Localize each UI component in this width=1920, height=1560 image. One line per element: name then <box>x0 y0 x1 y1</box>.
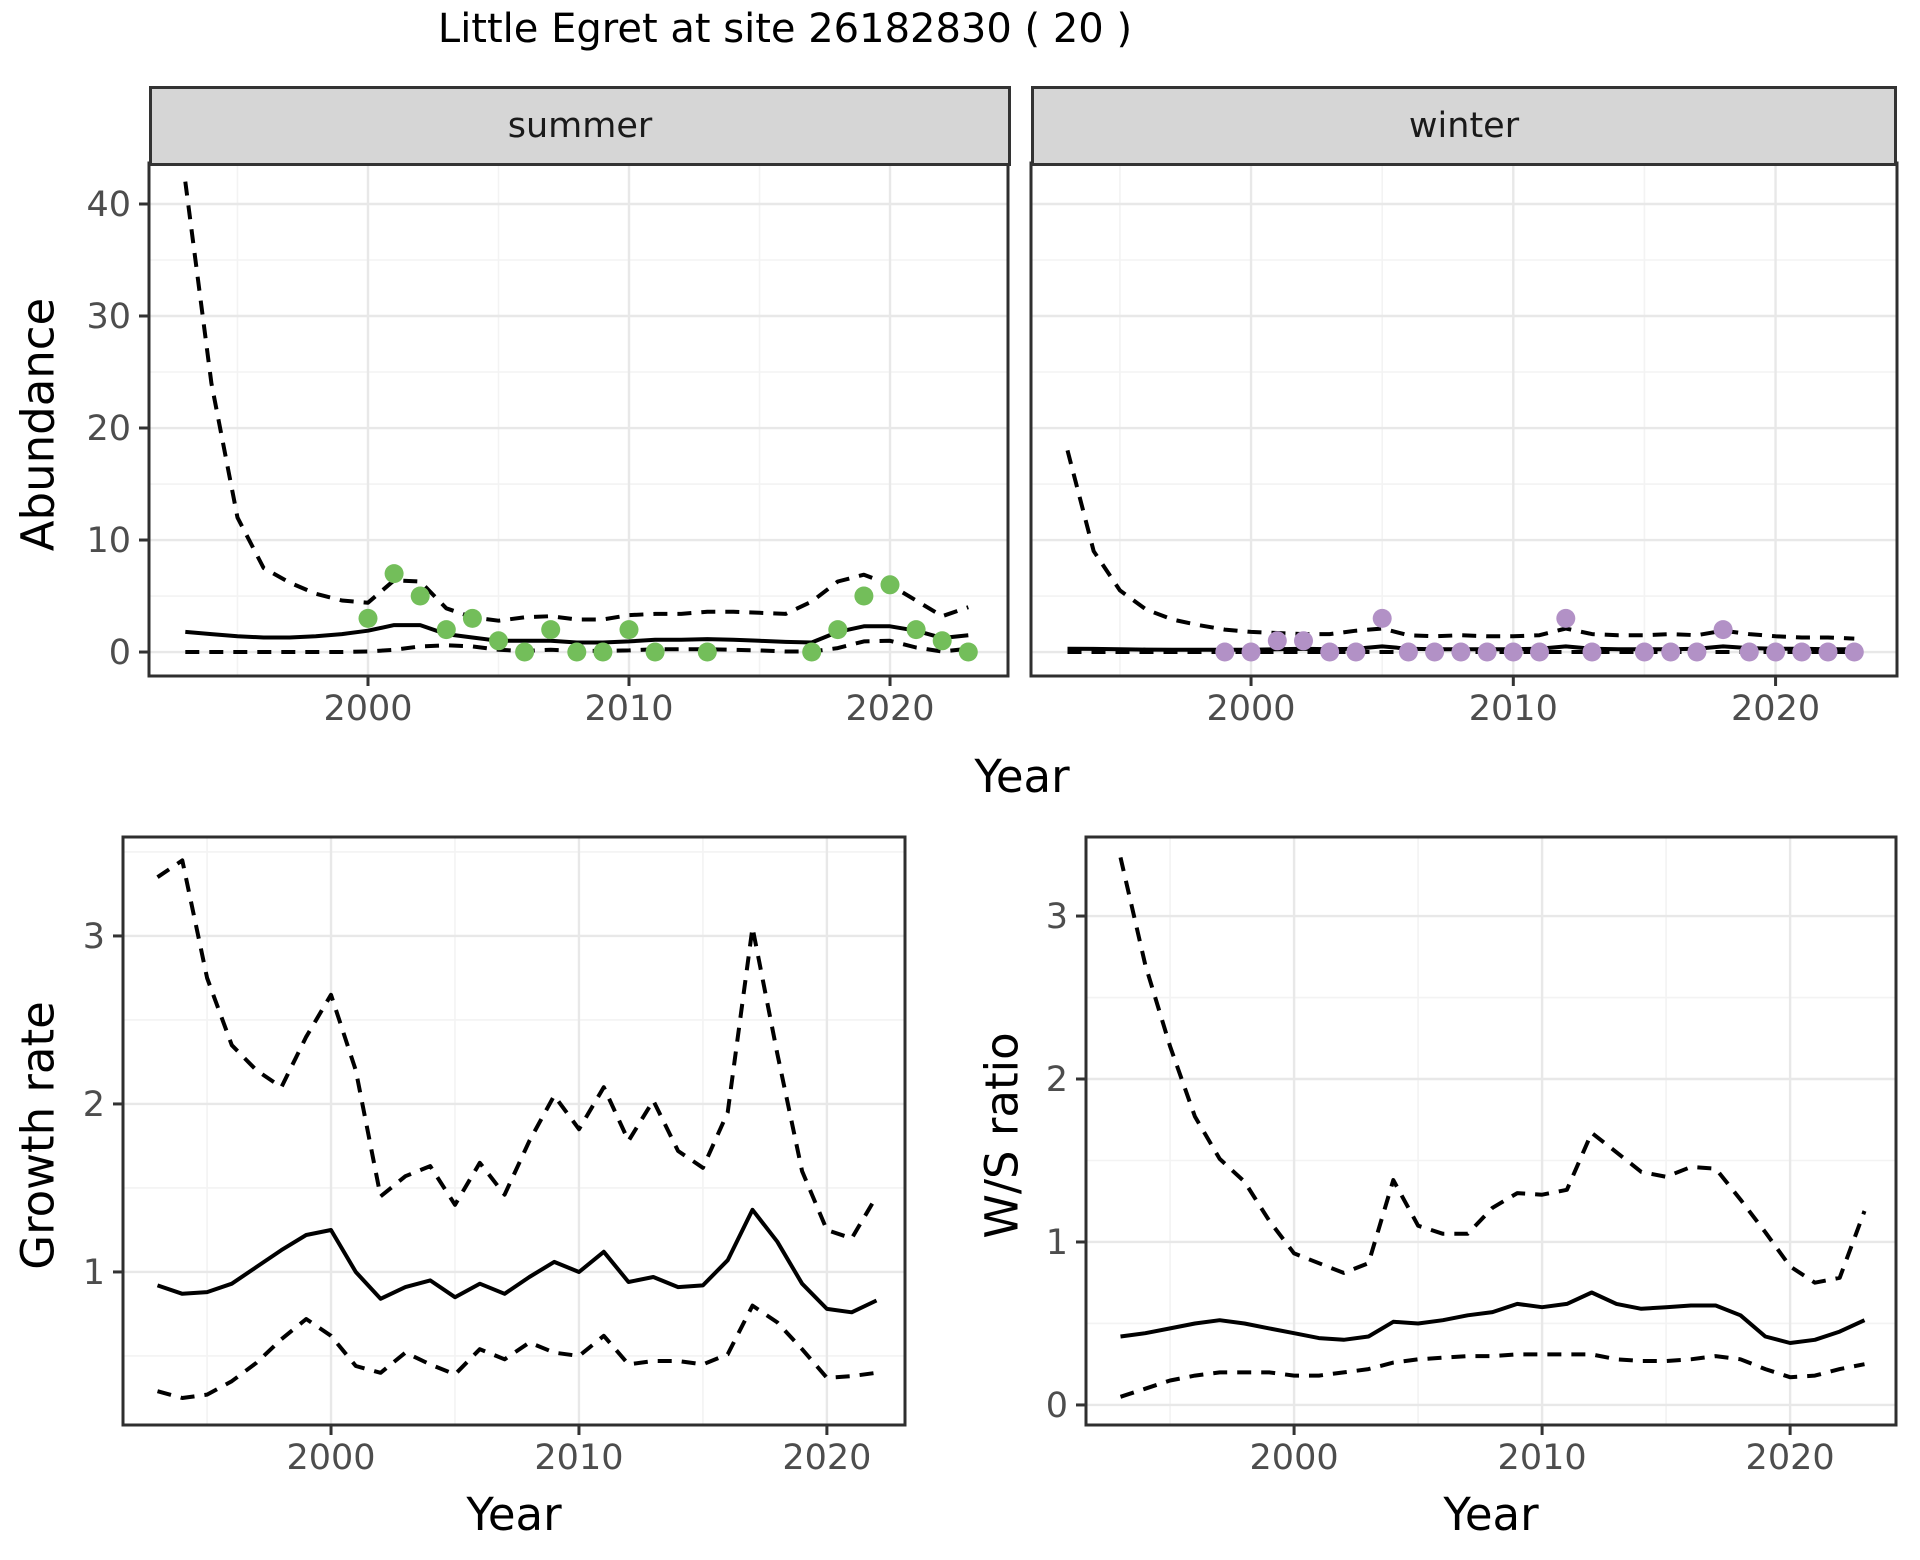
data-point-observed_counts <box>802 642 822 662</box>
data-point-observed_counts <box>358 608 378 628</box>
facet-strip-winter-label: winter <box>1408 106 1520 146</box>
x-tick-label: 2010 <box>1498 1438 1587 1478</box>
x-tick-label: 2020 <box>782 1438 871 1478</box>
series-lower_ci <box>156 1303 877 1400</box>
data-point-observed_counts <box>1372 608 1392 628</box>
data-point-observed_counts <box>828 620 848 640</box>
series-fit <box>1120 1290 1866 1345</box>
data-point-observed_counts <box>1425 642 1445 662</box>
facet-strip-summer: summer <box>149 86 1011 166</box>
x-tick-label: 2000 <box>1207 689 1296 729</box>
data-point-observed_counts <box>932 631 952 651</box>
panel-border <box>121 835 907 1427</box>
y-tick-label: 3 <box>1046 897 1068 937</box>
data-point-observed_counts <box>384 564 404 584</box>
y-tick-label: 20 <box>86 409 131 449</box>
data-point-observed_counts <box>1294 631 1313 651</box>
series-fit <box>156 1207 878 1315</box>
data-point-observed_counts <box>958 642 978 662</box>
data-point-observed_counts <box>515 642 535 662</box>
panel-ws_ratio: 2000 2010 2020 0 1 2 3 <box>1046 835 1898 1478</box>
data-point-observed_counts <box>1661 642 1681 662</box>
data-point-observed_counts <box>1582 642 1602 662</box>
series-upper_ci <box>156 858 879 1241</box>
y-tick-label: 10 <box>86 521 131 561</box>
y-axis-title-ws-ratio: W/S ratio <box>975 1032 1029 1239</box>
series-upper_ci <box>183 181 969 623</box>
y-tick-label: 0 <box>109 633 131 673</box>
x-tick-label: 2010 <box>1469 689 1558 729</box>
panel-border <box>1084 835 1898 1427</box>
facet-strip-winter: winter <box>1031 86 1897 166</box>
data-point-observed_counts <box>1818 642 1838 662</box>
x-axis-title-year-top: Year <box>974 750 1070 803</box>
data-point-observed_counts <box>697 642 717 662</box>
data-point-observed_counts <box>619 620 639 640</box>
x-tick-label: 2010 <box>584 689 673 729</box>
data-point-observed_counts <box>645 642 665 662</box>
y-axis-title-growth-rate: Growth rate <box>11 1001 65 1270</box>
panel-background <box>1031 163 1897 676</box>
x-tick-label: 2020 <box>1746 1438 1835 1478</box>
facet-strip-summer-label: summer <box>507 106 653 146</box>
panel-background <box>149 163 1008 676</box>
x-tick-label: 2020 <box>845 689 934 729</box>
panel-background <box>123 837 905 1425</box>
data-point-observed_counts <box>1687 642 1707 662</box>
data-point-observed_counts <box>436 620 456 640</box>
y-tick-label: 1 <box>83 1253 105 1293</box>
data-point-observed_counts <box>1713 620 1733 640</box>
x-tick-label: 2020 <box>1731 689 1820 729</box>
data-point-observed_counts <box>1215 642 1235 662</box>
data-point-observed_counts <box>1530 642 1549 662</box>
y-axis-title-abundance: Abundance <box>11 297 65 552</box>
x-tick-label: 2000 <box>286 1438 375 1478</box>
data-point-observed_counts <box>854 586 874 606</box>
data-point-observed_counts <box>462 608 482 628</box>
y-tick-label: 2 <box>1046 1060 1068 1100</box>
y-tick-label: 3 <box>83 917 105 957</box>
x-axis-title-year-growth: Year <box>466 1488 562 1541</box>
data-point-observed_counts <box>906 620 926 640</box>
data-point-observed_counts <box>567 642 587 662</box>
x-tick-label: 2000 <box>1250 1438 1339 1478</box>
plot-title: Little Egret at site 26182830 ( 20 ) <box>437 6 1133 52</box>
data-point-observed_counts <box>1766 642 1786 662</box>
data-point-observed_counts <box>1477 642 1497 662</box>
data-point-observed_counts <box>489 631 508 651</box>
x-tick-label: 2010 <box>534 1438 623 1478</box>
y-tick-label: 2 <box>83 1085 105 1125</box>
data-point-observed_counts <box>1320 642 1340 662</box>
data-point-observed_counts <box>1792 642 1812 662</box>
data-point-observed_counts <box>593 642 613 662</box>
data-point-observed_counts <box>1346 642 1366 662</box>
x-axis-title-year-ws: Year <box>1443 1488 1539 1541</box>
data-point-observed_counts <box>1451 642 1471 662</box>
data-point-observed_counts <box>541 620 561 640</box>
data-point-observed_counts <box>880 575 900 595</box>
data-point-observed_counts <box>1398 642 1418 662</box>
data-point-observed_counts <box>1739 642 1759 662</box>
panel-abundance_summer: 2000 2010 2020 0 10 20 30 40 <box>86 161 1010 729</box>
data-point-observed_counts <box>1267 631 1287 651</box>
data-point-observed_counts <box>1634 642 1654 662</box>
data-point-observed_counts <box>1844 642 1864 662</box>
data-point-observed_counts <box>1503 642 1523 662</box>
x-tick-label: 2000 <box>323 689 412 729</box>
data-point-observed_counts <box>1556 608 1576 628</box>
series-upper_ci <box>1118 856 1867 1285</box>
y-tick-label: 1 <box>1046 1223 1068 1263</box>
y-tick-label: 30 <box>86 297 131 337</box>
panel-abundance_winter: 2000 2010 2020 <box>1029 161 1899 729</box>
data-point-observed_counts <box>410 586 430 606</box>
series-lower_ci <box>1119 1352 1865 1399</box>
panel-growth_rate: 2000 2010 2020 1 2 3 <box>83 835 907 1478</box>
y-tick-label: 0 <box>1046 1386 1068 1426</box>
panel-background <box>1086 837 1896 1425</box>
y-tick-label: 40 <box>86 185 131 225</box>
data-point-observed_counts <box>1241 642 1261 662</box>
